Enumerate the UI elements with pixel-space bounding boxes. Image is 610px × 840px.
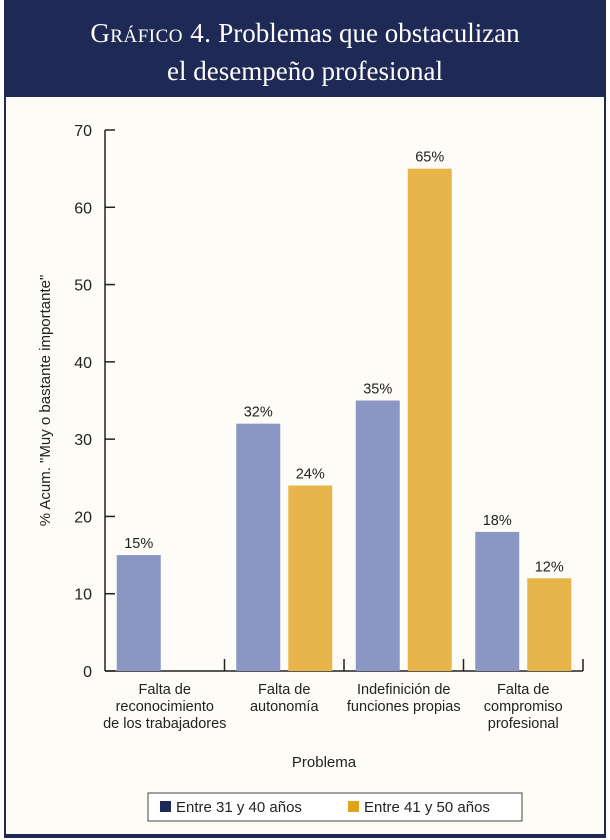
x-axis-label: Problema	[292, 754, 357, 771]
chart-frame: Gráfico 4. Problemas que obstaculizan el…	[4, 0, 606, 838]
x-category-label: de los trabajadores	[103, 716, 226, 732]
x-category-label: reconocimiento	[116, 699, 214, 715]
x-category-label: Falta de	[258, 682, 310, 698]
chart-title-prefix: Gráfico 4.	[90, 18, 212, 48]
bar-series2	[527, 578, 572, 671]
x-category-label: Falta de	[497, 682, 549, 698]
legend-label-series1: Entre 31 y 40 años	[176, 799, 302, 816]
x-category-label: Indefinición de	[357, 682, 451, 698]
legend-label-series2: Entre 41 y 50 años	[364, 799, 490, 816]
y-tick-label: 0	[83, 664, 92, 681]
bar-value-label: 35%	[363, 382, 392, 398]
y-tick-label: 20	[74, 509, 92, 526]
y-tick-label: 40	[74, 355, 92, 372]
bar-value-label: 65%	[415, 150, 444, 166]
x-category-label: autonomía	[250, 699, 319, 715]
bar-value-label: 15%	[124, 536, 153, 552]
x-category-label: profesional	[488, 716, 559, 732]
bottom-bar	[6, 834, 604, 838]
x-category-label: compromiso	[484, 699, 563, 715]
y-tick-label: 70	[74, 123, 92, 140]
chart-title-rest: Problemas que obstaculizan	[218, 18, 520, 48]
y-tick-label: 30	[74, 432, 92, 449]
bar-series2	[407, 168, 452, 671]
bar-series1	[355, 400, 400, 671]
bar-series1	[475, 531, 520, 671]
x-category-label: funciones propias	[347, 699, 461, 715]
bar-value-label: 12%	[535, 559, 564, 575]
y-tick-label: 50	[74, 278, 92, 295]
bar-series1	[116, 555, 161, 671]
x-category-label: Falta de	[139, 682, 191, 698]
legend-swatch-series1	[160, 801, 171, 812]
bar-value-label: 18%	[483, 513, 512, 529]
legend-box	[147, 792, 523, 822]
y-tick-label: 60	[74, 200, 92, 217]
bar-value-label: 32%	[244, 405, 273, 421]
legend-swatch-series2	[348, 801, 359, 812]
y-tick-label: 10	[74, 587, 92, 604]
bar-series2	[288, 485, 333, 671]
chart-header: Gráfico 4. Problemas que obstaculizan el…	[6, 0, 604, 97]
y-axis-label: % Acum. "Muy o bastante importante"	[37, 275, 54, 527]
chart-title-line2: el desempeño profesional	[167, 56, 443, 86]
bar-value-label: 24%	[296, 467, 325, 483]
chart-title-line1: Gráfico 4. Problemas que obstaculizan	[6, 18, 604, 49]
bar-series1	[236, 423, 281, 671]
